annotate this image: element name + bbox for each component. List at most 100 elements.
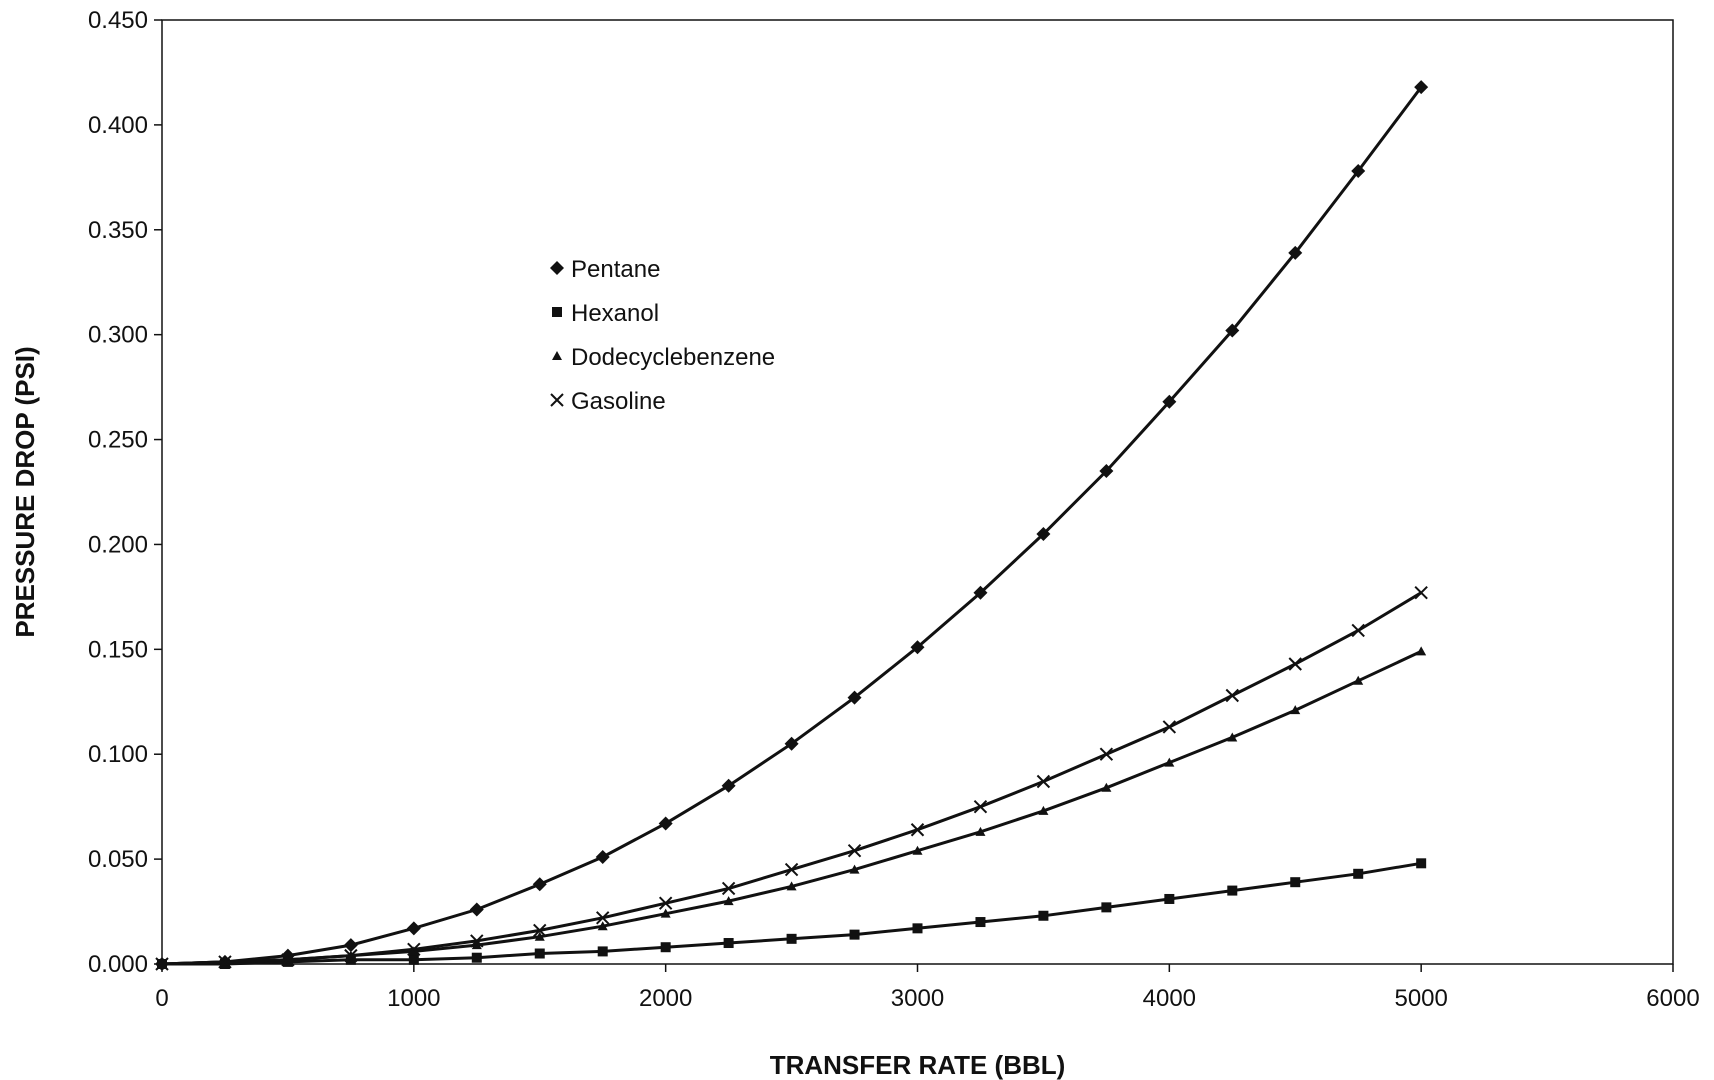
data-point-pentane — [532, 877, 547, 892]
data-point-pentane — [1288, 245, 1303, 260]
x-axis-title: TRANSFER RATE (BBL) — [770, 1050, 1066, 1080]
data-point-pentane — [406, 921, 421, 936]
series-hexanol — [157, 858, 1427, 969]
data-point-dodecyclebenzene — [912, 845, 923, 855]
data-point-pentane — [595, 850, 610, 865]
data-point-gasoline — [1099, 747, 1114, 761]
data-point-pentane — [973, 585, 988, 600]
x-tick-label: 2000 — [639, 985, 692, 1012]
data-point-hexanol — [660, 942, 671, 953]
data-point-pentane — [847, 690, 862, 705]
x-tick-label: 4000 — [1143, 985, 1196, 1012]
y-tick-label: 0.350 — [88, 217, 148, 244]
legend-marker-hexanol — [552, 307, 562, 317]
legend-marker-pentane — [550, 261, 564, 275]
data-point-gasoline — [533, 923, 547, 938]
data-point-gasoline — [973, 799, 988, 814]
data-point-pentane — [1162, 394, 1177, 409]
data-point-dodecyclebenzene — [1353, 675, 1364, 685]
data-point-gasoline — [281, 953, 295, 967]
data-point-gasoline — [1162, 720, 1177, 734]
legend-marker-dodecyclebenzene — [552, 351, 562, 360]
data-point-gasoline — [784, 862, 799, 877]
data-point-gasoline — [470, 934, 484, 948]
legend-label-hexanol: Hexanol — [571, 300, 659, 327]
data-point-gasoline — [847, 844, 862, 858]
data-point-hexanol — [912, 923, 923, 934]
legend-label-dodecyclebenzene: Dodecyclebenzene — [571, 344, 775, 371]
y-tick-label: 0.050 — [88, 846, 148, 873]
data-point-dodecyclebenzene — [1227, 732, 1238, 742]
data-point-hexanol — [1227, 885, 1238, 896]
data-point-hexanol — [1164, 893, 1175, 904]
data-point-dodecyclebenzene — [1290, 705, 1301, 715]
data-point-hexanol — [534, 948, 545, 959]
data-point-gasoline — [721, 881, 736, 896]
x-axis-ticks: 0 1000 2000 3000 4000 5000 6000 — [155, 964, 1700, 1012]
y-tick-label: 0.400 — [88, 112, 148, 139]
data-point-dodecyclebenzene — [1164, 757, 1175, 767]
data-point-hexanol — [786, 933, 797, 944]
y-tick-label: 0.450 — [88, 7, 148, 34]
data-point-pentane — [1225, 323, 1240, 338]
y-tick-label: 0.200 — [88, 531, 148, 558]
data-point-gasoline — [1225, 688, 1239, 703]
data-point-hexanol — [597, 946, 608, 957]
data-point-gasoline — [1414, 585, 1428, 600]
data-point-hexanol — [1416, 858, 1427, 869]
series-gasoline — [155, 585, 1428, 971]
x-tick-label: 5000 — [1394, 985, 1447, 1012]
data-point-dodecyclebenzene — [660, 908, 671, 918]
data-point-dodecyclebenzene — [597, 921, 608, 931]
plot-area — [161, 19, 1674, 965]
y-axis-ticks: 0.000 0.050 0.100 0.150 0.200 0.250 0.300 0.350… — [88, 7, 162, 978]
y-tick-label: 0.300 — [88, 322, 148, 349]
data-point-pentane — [1099, 464, 1114, 479]
data-point-gasoline — [155, 957, 169, 971]
y-tick-label: 0.150 — [88, 636, 148, 663]
data-point-pentane — [343, 938, 358, 953]
legend: Pentane Hexanol Dodecyclebenzene Gasoline — [550, 256, 775, 415]
legend-label-gasoline: Gasoline — [571, 388, 666, 415]
x-tick-label: 0 — [155, 985, 168, 1012]
data-point-gasoline — [218, 955, 232, 969]
data-point-gasoline — [344, 948, 358, 963]
series-layer — [155, 80, 1429, 971]
x-tick-label: 1000 — [387, 985, 440, 1012]
data-point-hexanol — [1038, 910, 1049, 921]
y-tick-label: 0.250 — [88, 427, 148, 454]
data-point-hexanol — [975, 917, 986, 928]
data-point-pentane — [910, 640, 925, 655]
data-point-gasoline — [1351, 623, 1365, 638]
data-point-pentane — [658, 816, 673, 831]
data-point-gasoline — [596, 911, 610, 925]
data-point-gasoline — [1036, 774, 1051, 789]
data-point-dodecyclebenzene — [723, 896, 734, 906]
data-point-dodecyclebenzene — [786, 881, 797, 891]
data-point-hexanol — [471, 952, 482, 963]
data-point-pentane — [1414, 80, 1429, 95]
data-point-dodecyclebenzene — [1416, 646, 1427, 656]
data-point-dodecyclebenzene — [849, 864, 860, 874]
data-point-dodecyclebenzene — [975, 826, 986, 836]
data-point-hexanol — [1290, 877, 1301, 888]
data-point-pentane — [1351, 164, 1366, 179]
data-point-dodecyclebenzene — [534, 931, 545, 941]
legend-label-pentane: Pentane — [571, 256, 660, 283]
data-point-dodecyclebenzene — [1038, 805, 1049, 815]
data-point-hexanol — [1353, 868, 1364, 879]
data-point-pentane — [784, 736, 799, 751]
data-point-gasoline — [910, 823, 925, 837]
data-point-gasoline — [658, 896, 673, 910]
data-point-dodecyclebenzene — [471, 940, 482, 950]
data-point-dodecyclebenzene — [1101, 782, 1112, 792]
data-point-hexanol — [408, 954, 419, 965]
y-tick-label: 0.000 — [88, 951, 148, 978]
data-point-hexanol — [723, 938, 734, 949]
data-point-hexanol — [849, 929, 860, 940]
y-axis-title: PRESSURE DROP (PSI) — [10, 346, 40, 637]
x-tick-label: 3000 — [891, 985, 944, 1012]
data-point-pentane — [1036, 526, 1051, 541]
